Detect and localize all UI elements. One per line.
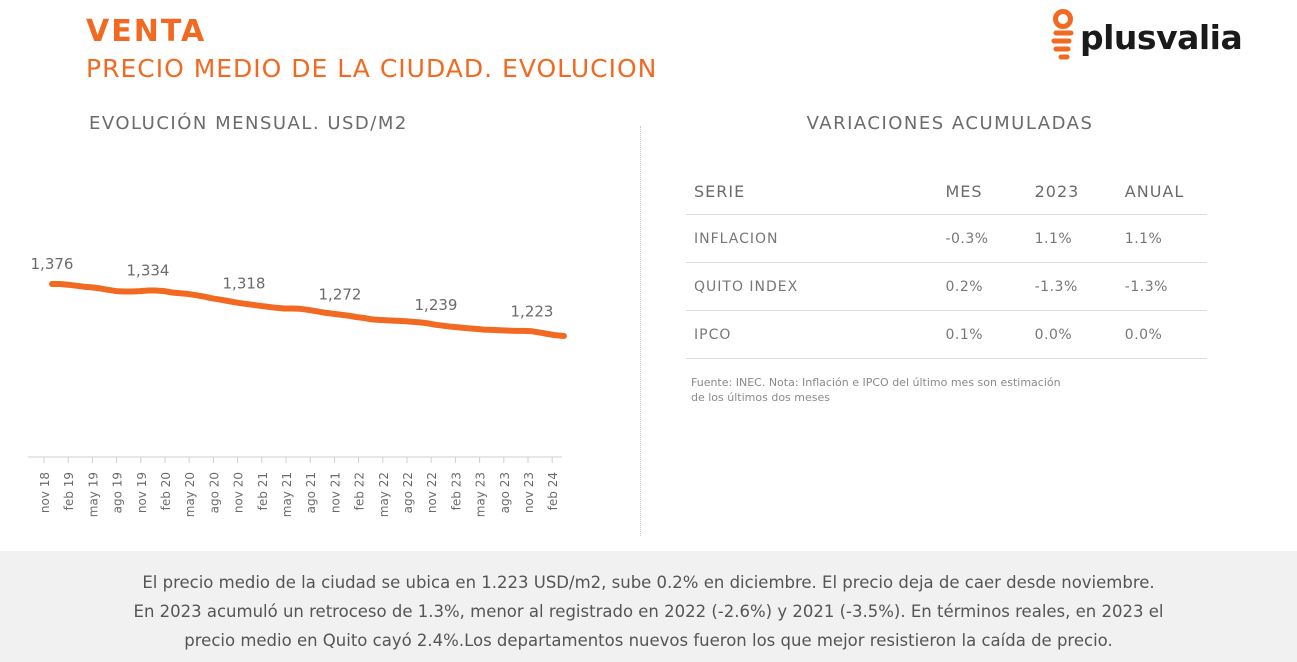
note-line-2: de los últimos dos meses	[691, 391, 830, 404]
x-tick-label: ago 19	[111, 472, 125, 513]
table-title: VARIACIONES ACUMULADAS	[806, 113, 1094, 134]
x-tick-label: may 22	[377, 472, 391, 517]
cell-mes: 0.2%	[937, 262, 1027, 311]
table-row: INFLACION -0.3% 1.1% 1.1%	[686, 214, 1207, 263]
series-line-precio-medio	[49, 281, 567, 339]
summary-text: El precio medio de la ciudad se ubica en…	[0, 551, 1297, 655]
x-axis-ticks	[43, 457, 553, 463]
header-anual: ANUAL	[1116, 168, 1207, 215]
x-axis-tick-labels: nov 18 feb 19 may 19 ago 19 nov 19 feb 20 may …	[38, 472, 560, 517]
x-tick-label: ago 23	[498, 472, 512, 513]
data-label: 1,318	[223, 275, 266, 293]
data-label: 1,239	[415, 296, 458, 314]
x-tick-label: feb 22	[353, 472, 367, 510]
cell-mes: 0.1%	[937, 310, 1027, 359]
cell-anual: -1.3%	[1116, 262, 1207, 311]
header-serie: SERIE	[686, 168, 938, 215]
table-header-row: SERIE MES 2023 ANUAL	[686, 168, 1207, 215]
x-tick-label: may 21	[280, 472, 294, 517]
x-tick-label: may 19	[86, 472, 100, 517]
summary-line-3: precio medio en Quito cayó 2.4%.Los depa…	[184, 631, 1113, 650]
x-tick-label: feb 24	[546, 472, 560, 510]
x-tick-label: feb 21	[256, 472, 270, 510]
cell-serie: INFLACION	[686, 214, 938, 263]
data-label: 1,272	[319, 286, 362, 304]
data-label: 1,334	[127, 261, 170, 279]
cell-serie: IPCO	[686, 310, 938, 359]
x-tick-label: ago 20	[207, 472, 221, 513]
table-note: Fuente: INEC. Nota: Inflación e IPCO del…	[691, 375, 1121, 405]
chart-title: EVOLUCIÓN MENSUAL. USD/M2	[89, 113, 408, 134]
x-tick-label: nov 23	[522, 472, 536, 513]
x-tick-label: feb 23	[449, 472, 463, 510]
cell-2023: -1.3%	[1026, 262, 1117, 311]
summary-footer: El precio medio de la ciudad se ubica en…	[0, 551, 1297, 662]
cell-anual: 0.0%	[1116, 310, 1207, 359]
table-row: QUITO INDEX 0.2% -1.3% -1.3%	[686, 262, 1207, 311]
x-tick-label: may 23	[474, 472, 488, 517]
section-divider	[640, 126, 641, 536]
cell-2023: 0.0%	[1026, 310, 1117, 359]
x-tick-label: nov 20	[232, 472, 246, 513]
x-tick-label: nov 19	[135, 472, 149, 513]
cell-anual: 1.1%	[1116, 214, 1207, 263]
x-tick-label: nov 22	[425, 472, 439, 513]
variations-table: SERIE MES 2023 ANUAL INFLACION -0.3% 1.1…	[686, 168, 1207, 359]
x-tick-label: feb 19	[62, 472, 76, 510]
x-tick-label: may 20	[183, 472, 197, 517]
summary-line-1: El precio medio de la ciudad se ubica en…	[142, 573, 1155, 592]
key-icon	[1051, 9, 1074, 60]
plusvalia-logo	[1051, 9, 1074, 60]
header-mes: MES	[937, 168, 1027, 215]
x-tick-label: feb 20	[159, 472, 173, 510]
data-label: 1,376	[31, 255, 74, 273]
x-tick-label: nov 21	[328, 472, 342, 513]
page-title: VENTA	[86, 14, 207, 49]
price-evolution-chart: nov 18 feb 19 may 19 ago 19 nov 19 feb 20 may …	[28, 255, 567, 517]
cell-mes: -0.3%	[937, 214, 1027, 263]
x-tick-label: ago 21	[304, 472, 318, 513]
x-tick-label: nov 18	[38, 472, 52, 513]
data-labels: 1,376 1,334 1,318 1,272 1,239 1,223	[31, 255, 554, 320]
note-line-1: Fuente: INEC. Nota: Inflación e IPCO del…	[691, 376, 1061, 389]
table-row: IPCO 0.1% 0.0% 0.0%	[686, 310, 1207, 359]
x-tick-label: ago 22	[401, 472, 415, 513]
cell-serie: QUITO INDEX	[686, 262, 938, 311]
summary-line-2: En 2023 acumuló un retroceso de 1.3%, me…	[133, 602, 1164, 621]
data-label: 1,223	[511, 302, 554, 320]
page-subtitle: PRECIO MEDIO DE LA CIUDAD. EVOLUCION	[86, 54, 658, 83]
logo-wordmark: plusvalia	[1080, 18, 1243, 57]
header-2023: 2023	[1026, 168, 1117, 215]
cell-2023: 1.1%	[1026, 214, 1117, 263]
